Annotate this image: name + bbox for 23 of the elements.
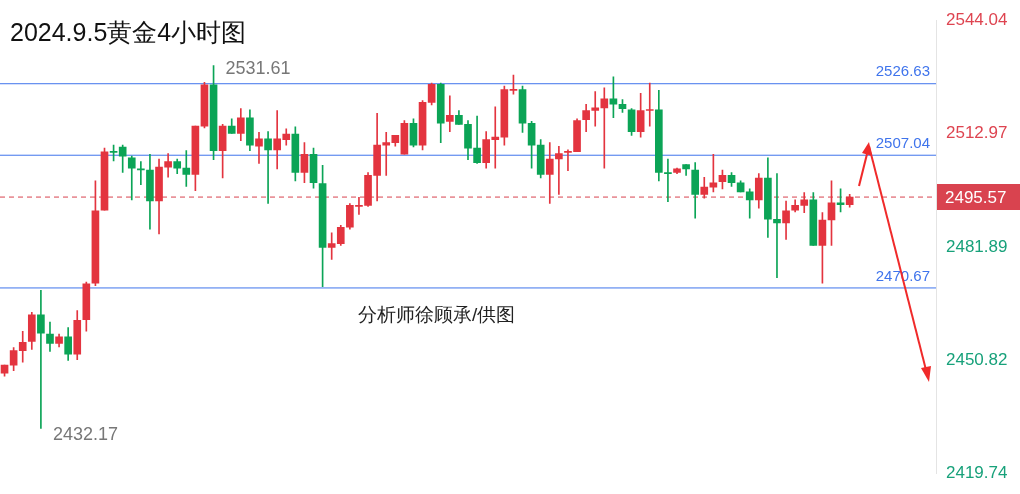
y-tick-label: 2450.82 [946, 350, 1008, 370]
ref-line-label: 2526.63 [875, 62, 930, 80]
candlestick [264, 131, 272, 204]
candlestick [164, 153, 172, 178]
annotation: 2432.17 [52, 424, 118, 445]
candlestick [545, 142, 554, 204]
candlestick [555, 145, 563, 195]
y-tick-label: 2481.89 [946, 236, 1008, 256]
candlestick [182, 150, 191, 187]
candlestick [446, 95, 454, 132]
annotation: 2531.61 [225, 57, 291, 78]
candlestick [645, 82, 654, 127]
candlestick [127, 155, 136, 201]
annotation: 分析师徐顾承/供图 [358, 303, 516, 327]
y-tick-label: 2512.97 [946, 123, 1008, 143]
chart-title: 2024.9.5黄金4小时图 [10, 17, 247, 48]
candlestick [255, 132, 263, 164]
y-tick-label: 2544.04 [946, 9, 1008, 29]
y-tick-label: 2419.74 [946, 463, 1008, 483]
candlestick [37, 290, 45, 429]
candlestick [600, 87, 609, 169]
ref-line-label: 2495.57 [945, 187, 1007, 207]
ref-line-label: 2507.04 [875, 133, 930, 151]
